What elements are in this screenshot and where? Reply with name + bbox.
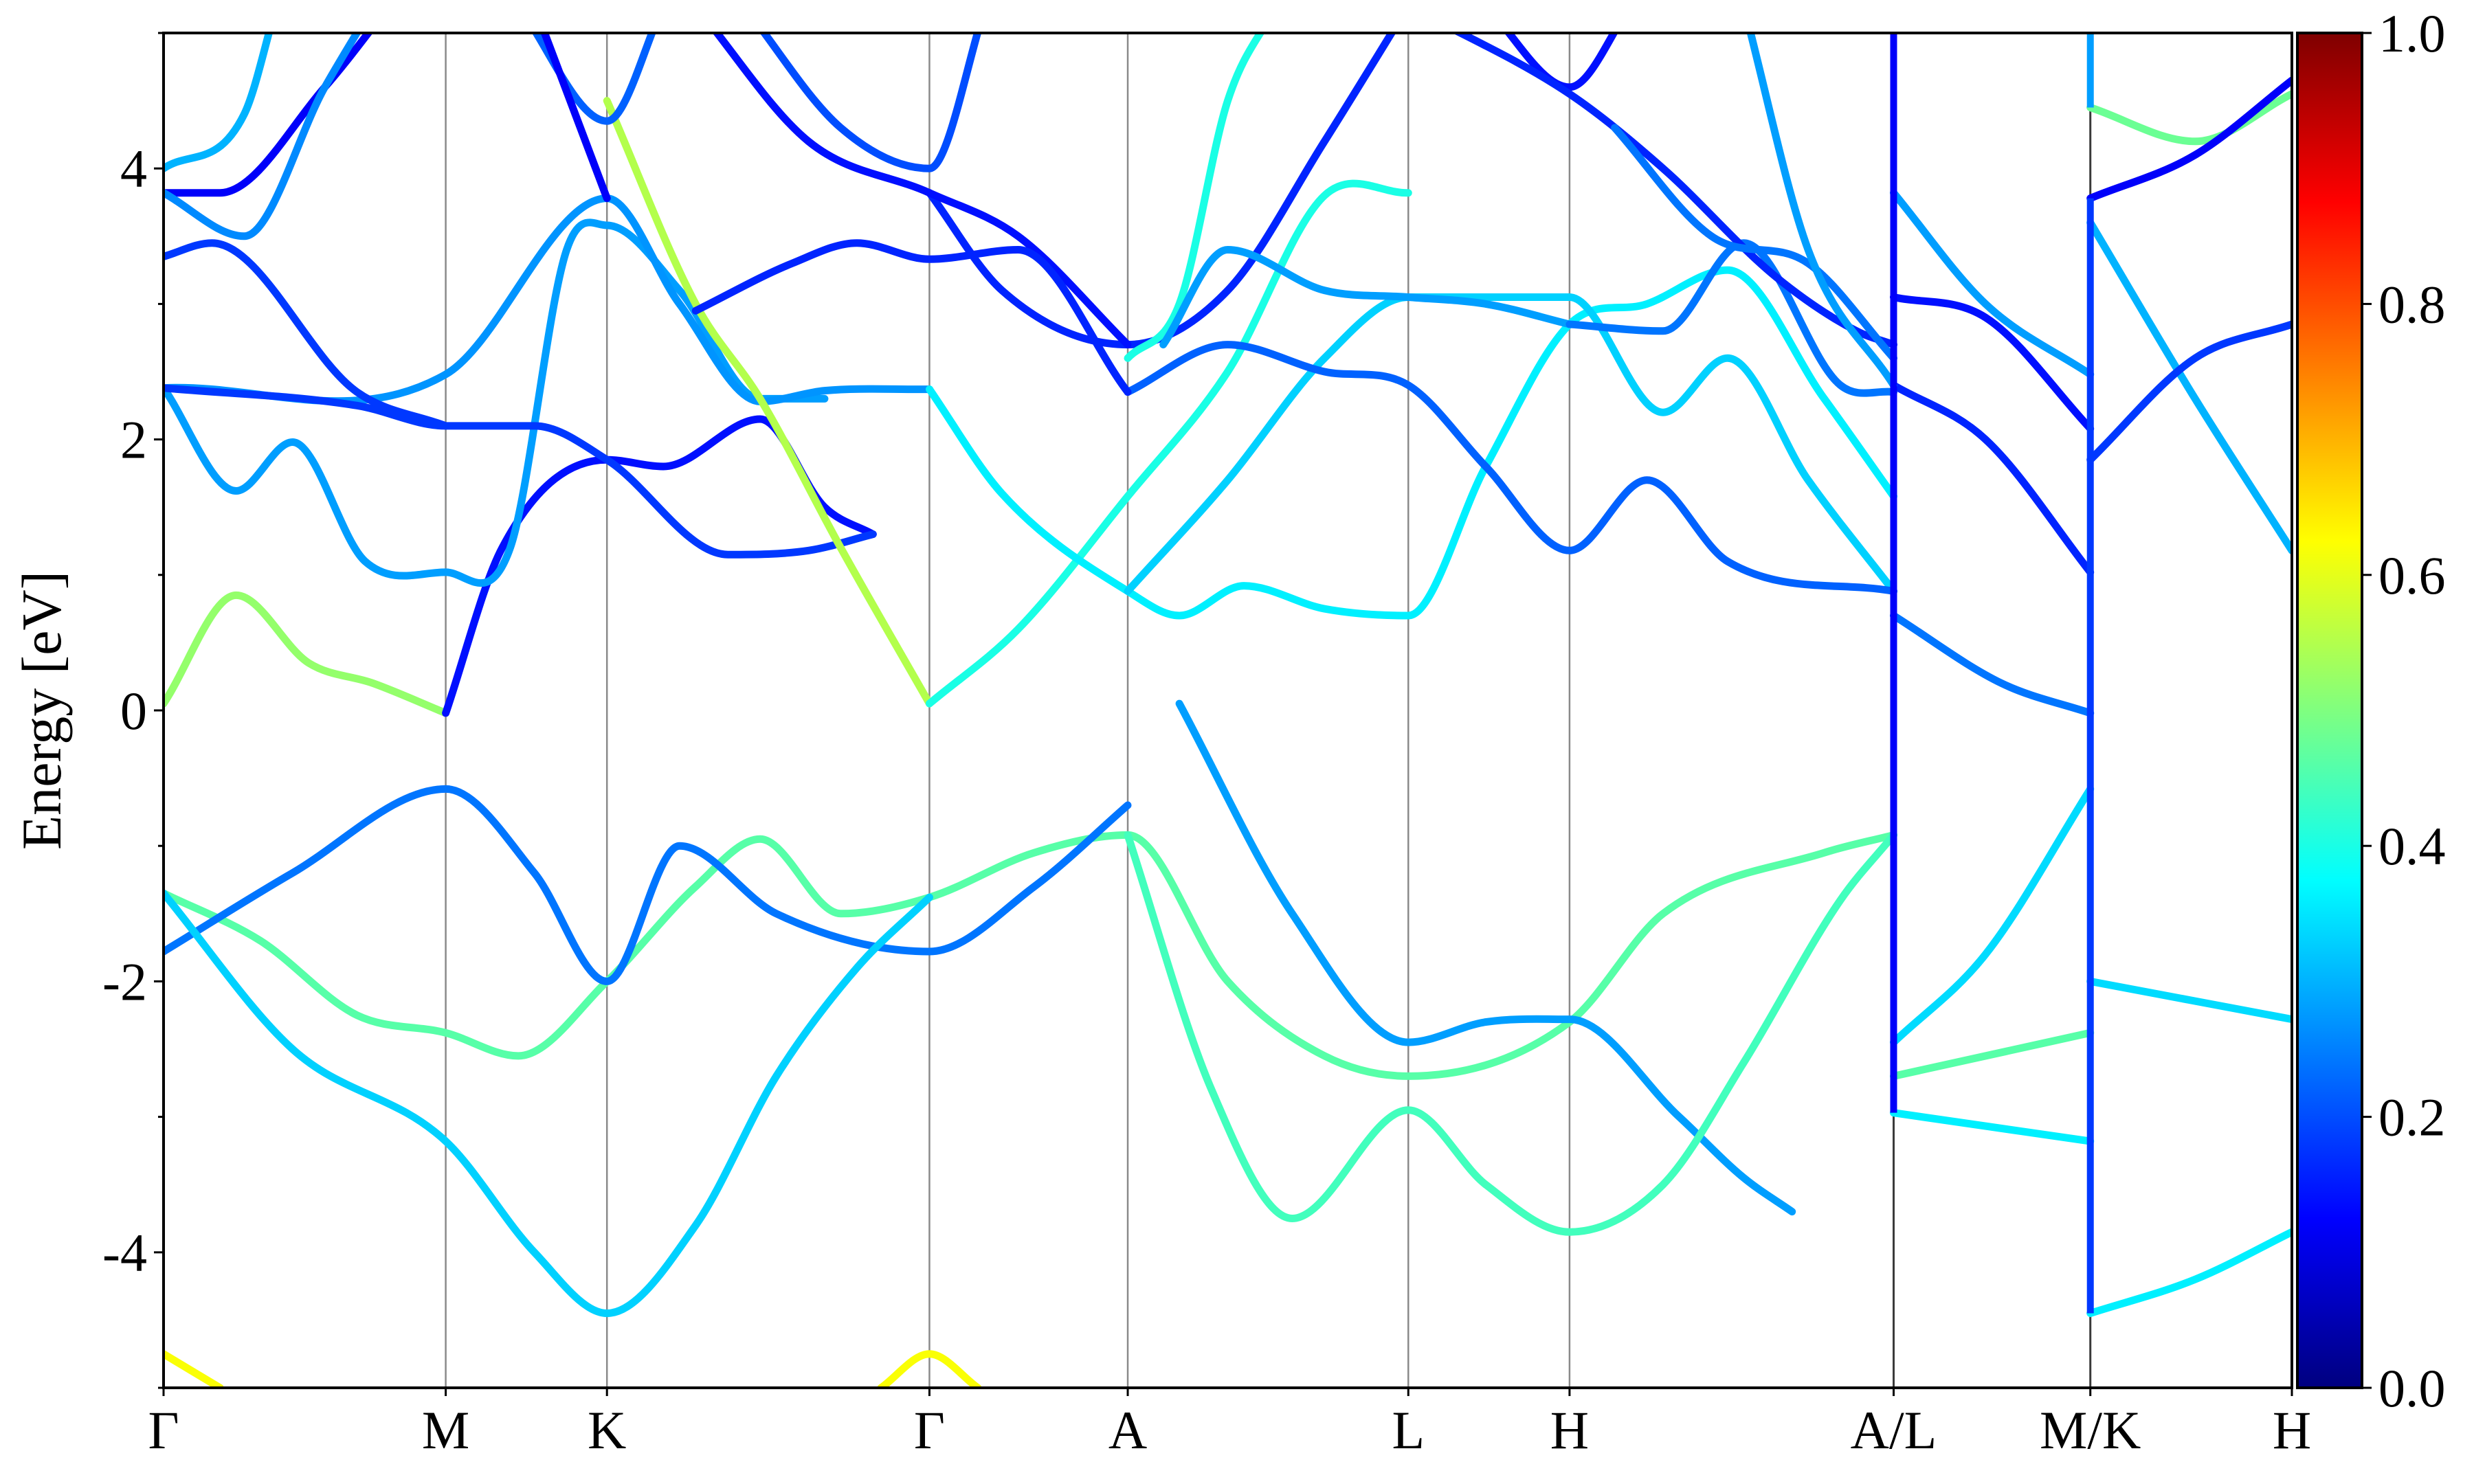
band-line bbox=[164, 33, 361, 240]
colorbar-tick-label: 0.0 bbox=[2378, 1358, 2446, 1418]
band-line bbox=[1124, 341, 1897, 595]
colorbar-tick-label: 1.0 bbox=[2378, 3, 2446, 63]
band-line bbox=[164, 1350, 224, 1388]
band-line bbox=[1124, 293, 1897, 595]
band-line bbox=[164, 785, 1132, 985]
y-tick-label: -4 bbox=[102, 1223, 147, 1283]
band-line bbox=[1890, 381, 2095, 576]
band-line bbox=[164, 889, 933, 1317]
band-line bbox=[531, 33, 656, 125]
band-line bbox=[164, 239, 450, 430]
band-line bbox=[1890, 611, 2095, 717]
x-tick-label: H bbox=[1550, 1400, 1589, 1460]
band-line bbox=[1175, 699, 1796, 1216]
x-tick-label: H bbox=[2273, 1400, 2311, 1460]
band-line bbox=[2086, 977, 2292, 1024]
colorbar-gradient bbox=[2296, 32, 2363, 1389]
band-lines bbox=[164, 33, 2292, 1388]
band-line bbox=[164, 33, 273, 172]
band-line bbox=[1746, 33, 1897, 390]
colorbar-ticks: 0.0 0.2 0.4 0.6 0.8 1.0 bbox=[2362, 3, 2446, 1418]
band-line bbox=[759, 33, 982, 172]
band-line bbox=[2086, 320, 2292, 464]
band-line bbox=[2086, 1228, 2292, 1317]
colorbar-tick-label: 0.6 bbox=[2378, 546, 2446, 605]
band-line bbox=[1611, 124, 1897, 362]
band-line bbox=[1124, 831, 1897, 1236]
colorbar-tick-label: 0.2 bbox=[2378, 1088, 2446, 1147]
x-tick-label: M bbox=[422, 1400, 469, 1460]
band-line bbox=[164, 384, 877, 559]
band-line bbox=[1890, 1028, 2095, 1080]
band-line bbox=[540, 33, 611, 203]
band-line bbox=[1159, 246, 1574, 349]
band-line bbox=[2086, 76, 2292, 203]
band-line bbox=[603, 97, 933, 708]
band-line bbox=[691, 239, 1132, 396]
x-tick-label: K bbox=[588, 1400, 626, 1460]
band-line bbox=[1890, 1109, 2095, 1145]
band-line bbox=[926, 33, 1396, 349]
band-line bbox=[164, 33, 373, 197]
x-tick-label: A/L bbox=[1851, 1400, 1937, 1460]
y-tick-label: -2 bbox=[102, 952, 147, 1011]
band-line bbox=[1124, 33, 1265, 362]
band-line bbox=[2086, 218, 2292, 554]
y-tick-label: 2 bbox=[120, 410, 147, 470]
y-axis-label: Energy [eV] bbox=[10, 571, 73, 850]
y-tick-label: 4 bbox=[120, 139, 147, 199]
y-axis-ticks: -4 -2 0 2 4 bbox=[102, 32, 164, 1389]
x-tick-label: M/K bbox=[2040, 1400, 2141, 1460]
band-line bbox=[164, 591, 450, 717]
band-line bbox=[712, 33, 1132, 349]
band-line bbox=[926, 266, 1897, 620]
x-tick-label: L bbox=[1392, 1400, 1425, 1460]
band-line bbox=[164, 218, 829, 587]
x-axis-ticks: Γ M K Γ A L H A/L M/K H bbox=[148, 1388, 2311, 1460]
band-line bbox=[877, 1350, 982, 1388]
band-line bbox=[442, 415, 877, 717]
band-line bbox=[1890, 293, 2095, 433]
colorbar: 0.0 0.2 0.4 0.6 0.8 1.0 bbox=[2296, 3, 2446, 1418]
colorbar-tick-label: 0.8 bbox=[2378, 274, 2446, 334]
band-line bbox=[164, 194, 933, 405]
band-line bbox=[2086, 90, 2292, 146]
band-line bbox=[926, 179, 1412, 708]
band-line bbox=[164, 831, 1897, 1080]
band-line bbox=[1504, 33, 1618, 91]
x-tick-label: Γ bbox=[914, 1400, 945, 1460]
colorbar-tick-label: 0.4 bbox=[2378, 816, 2446, 876]
band-line bbox=[1890, 785, 2095, 1046]
x-tick-label: Γ bbox=[148, 1400, 179, 1460]
x-tick-label: A bbox=[1108, 1400, 1147, 1460]
band-line bbox=[1890, 189, 2095, 379]
y-tick-label: 0 bbox=[120, 681, 147, 741]
